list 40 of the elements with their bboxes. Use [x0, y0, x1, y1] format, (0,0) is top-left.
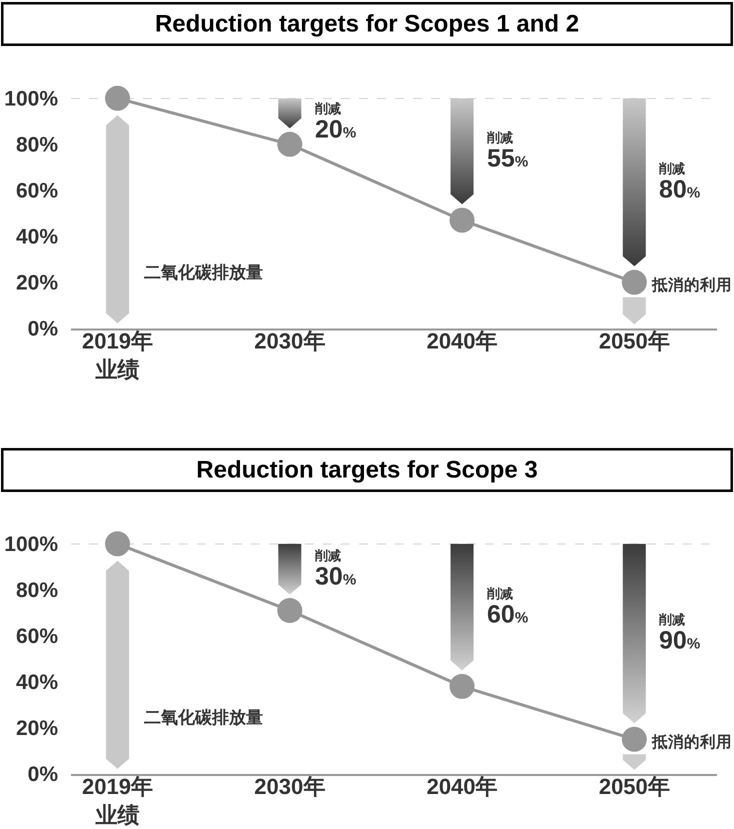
y-tick-label: 80%: [16, 134, 58, 157]
x-tick-label: 2019年业绩: [82, 774, 153, 828]
chart-title: Reduction targets for Scope 3: [196, 456, 538, 484]
annotation: 抵消的利用: [651, 733, 732, 751]
y-tick-label: 20%: [16, 272, 58, 295]
annotation: 二氧化碳排放量: [144, 708, 263, 727]
point: [277, 132, 302, 157]
annotation: 削减 55%: [486, 130, 528, 173]
annotation: 削减 30%: [314, 548, 356, 591]
point: [450, 674, 475, 699]
y-tick-label: 40%: [16, 671, 58, 694]
point: [105, 531, 130, 556]
x-tick-label: 2019年业绩: [82, 328, 153, 382]
annotation: 抵消的利用: [651, 276, 732, 294]
point: [450, 208, 475, 233]
x-tick-label: 2040年: [426, 328, 498, 354]
y-tick-label: 100%: [4, 88, 58, 111]
annotation: 削减 20%: [314, 101, 356, 144]
point: [277, 598, 302, 623]
y-tick-label: 20%: [16, 717, 58, 740]
point: [622, 726, 647, 752]
annotation: 削减 80%: [658, 161, 700, 204]
y-tick-label: 60%: [16, 625, 58, 648]
x-tick-label: 2030年: [254, 774, 326, 799]
x-tick-label: 2030年: [254, 328, 326, 354]
point: [105, 86, 130, 111]
y-tick-label: 80%: [16, 579, 58, 602]
y-tick-label: 40%: [16, 226, 58, 249]
x-tick-label: 2050年: [598, 328, 670, 354]
point: [622, 270, 647, 295]
y-tick-label: 100%: [4, 533, 58, 556]
annotation: 二氧化碳排放量: [144, 263, 263, 282]
x-tick-label: 2040年: [426, 774, 498, 799]
y-tick-label: 60%: [16, 180, 58, 203]
x-tick-label: 2050年: [598, 774, 670, 799]
annotation: 削减 90%: [658, 612, 700, 655]
y-tick-label: 0%: [28, 318, 58, 341]
y-tick-label: 0%: [28, 763, 58, 786]
annotation: 削减 60%: [486, 586, 528, 629]
chart-title: Reduction targets for Scopes 1 and 2: [154, 10, 580, 38]
